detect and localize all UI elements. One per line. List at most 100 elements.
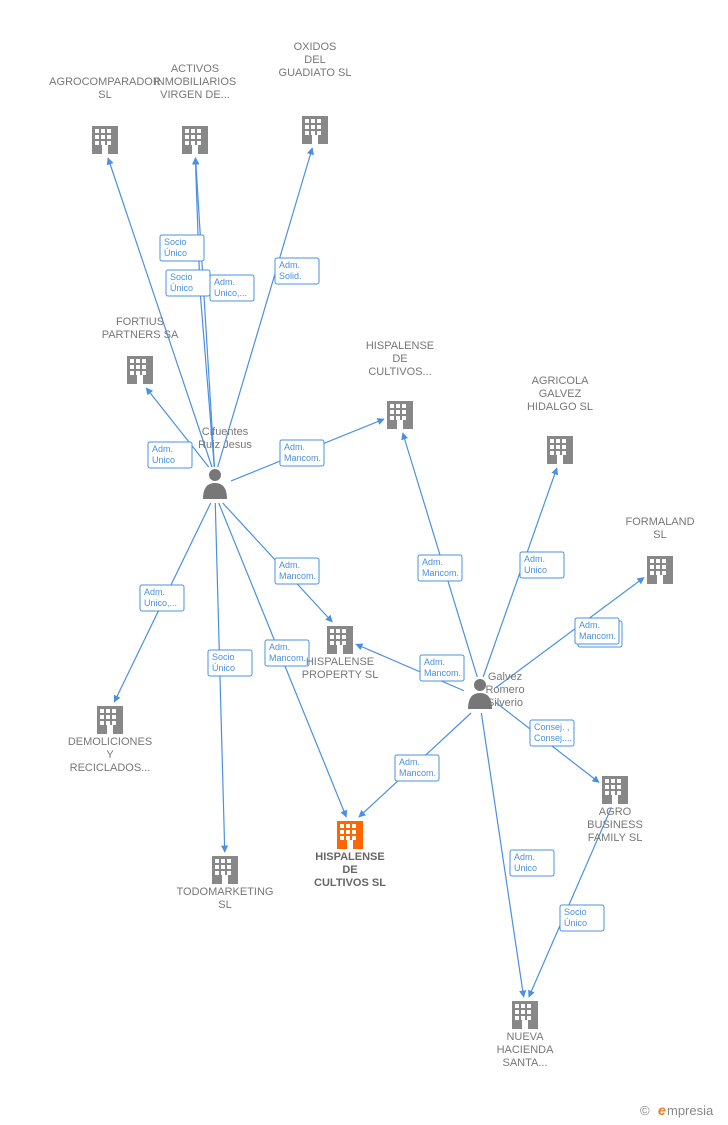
svg-text:Adm.: Adm.	[279, 560, 300, 570]
building-icon	[92, 126, 118, 154]
edge-label-galvez-agro_business: Consej. ,Consej....	[530, 720, 574, 746]
edge-label-cifuentes-agrocomparador: SocioÚnico	[160, 235, 204, 261]
building-icon	[327, 626, 353, 654]
svg-text:Unico: Unico	[152, 455, 175, 465]
edge-label-cifuentes-hispalense_main: Adm.Mancom.	[265, 640, 309, 666]
node-label: OXIDOS	[294, 41, 337, 53]
node-cifuentes[interactable]: CifuentesRuiz Jesus	[198, 426, 252, 499]
edge-label-galvez-formaland: Adm.Mancom.	[575, 618, 622, 647]
brand-text: mpresia	[667, 1103, 714, 1118]
edge-cifuentes-to-oxidos	[218, 148, 313, 467]
node-label: FORMALAND	[625, 516, 694, 528]
building-icon	[302, 116, 328, 144]
svg-text:Socio: Socio	[564, 907, 587, 917]
brand-e: e	[658, 1102, 666, 1118]
node-label: BUSINESS	[587, 819, 643, 831]
edge-label-galvez-hispalense_property: Adm.Mancom.	[420, 655, 464, 681]
edge-label-cifuentes-oxidos: Adm.Solid.	[275, 258, 319, 284]
node-demoliciones[interactable]: DEMOLICIONESYRECICLADOS...	[68, 706, 152, 774]
node-agricola[interactable]: AGRICOLAGALVEZHIDALGO SL	[527, 375, 593, 464]
node-label: PROPERTY SL	[302, 669, 379, 681]
node-label: HACIENDA	[497, 1044, 555, 1056]
node-nueva_hacienda[interactable]: NUEVAHACIENDASANTA...	[497, 1001, 555, 1069]
node-agrocomparador[interactable]: AGROCOMPARADORSL	[49, 76, 161, 154]
svg-text:Adm.: Adm.	[214, 277, 235, 287]
svg-text:Mancom.: Mancom.	[422, 568, 459, 578]
svg-text:Unico: Unico	[514, 863, 537, 873]
svg-text:Unico: Unico	[524, 565, 547, 575]
node-activos[interactable]: ACTIVOSINMOBILIARIOSVIRGEN DE...	[154, 63, 237, 154]
svg-text:Socio: Socio	[212, 652, 235, 662]
node-label: HISPALENSE	[306, 656, 374, 668]
person-icon	[203, 469, 227, 499]
node-agro_business[interactable]: AGROBUSINESSFAMILY SL	[587, 776, 643, 844]
building-icon	[127, 356, 153, 384]
node-label: SL	[98, 89, 111, 101]
svg-text:Mancom.: Mancom.	[284, 453, 321, 463]
svg-text:Adm.: Adm.	[269, 642, 290, 652]
node-label: NUEVA	[506, 1031, 544, 1043]
svg-text:Único: Único	[170, 283, 193, 293]
svg-text:Mancom.: Mancom.	[399, 768, 436, 778]
edge-label-galvez-hispalense_cultivos_top: Adm.Mancom.	[418, 555, 462, 581]
node-label: INMOBILIARIOS	[154, 76, 237, 88]
node-label: Y	[106, 749, 114, 761]
node-label: SL	[218, 899, 231, 911]
node-label: DE	[342, 864, 357, 876]
node-label: AGROCOMPARADOR	[49, 76, 161, 88]
svg-text:Unico,...: Unico,...	[214, 288, 247, 298]
edge-label-cifuentes-activos: SocioÚnico	[166, 270, 210, 296]
node-label: RECICLADOS...	[70, 762, 151, 774]
edge-label-cifuentes-fortius: Adm.Unico	[148, 442, 192, 468]
node-label: CULTIVOS SL	[314, 877, 386, 889]
edge-label-galvez-nueva_hacienda: Adm.Unico	[510, 850, 554, 876]
building-icon	[647, 556, 673, 584]
svg-text:Adm.: Adm.	[514, 852, 535, 862]
node-todomarketing[interactable]: TODOMARKETINGSL	[177, 856, 274, 911]
svg-text:Unico,...: Unico,...	[144, 598, 177, 608]
svg-text:Adm.: Adm.	[152, 444, 173, 454]
svg-text:Adm.: Adm.	[579, 620, 600, 630]
node-label: DEMOLICIONES	[68, 736, 152, 748]
node-hispalense_main[interactable]: HISPALENSEDECULTIVOS SL	[314, 821, 386, 889]
node-label: SL	[653, 529, 666, 541]
svg-text:Adm.: Adm.	[279, 260, 300, 270]
node-label: AGRO	[599, 806, 632, 818]
node-label: GALVEZ	[539, 388, 582, 400]
network-diagram: SocioÚnicoSocioÚnicoAdm.Unico,...Adm.Sol…	[0, 0, 728, 1125]
node-hispalense_property[interactable]: HISPALENSEPROPERTY SL	[302, 626, 379, 681]
svg-text:Adm.: Adm.	[424, 657, 445, 667]
node-label: TODOMARKETING	[177, 886, 274, 898]
node-fortius[interactable]: FORTIUSPARTNERS SA	[102, 316, 179, 384]
node-label: ACTIVOS	[171, 63, 219, 75]
building-icon	[97, 706, 123, 734]
building-icon	[182, 126, 208, 154]
edge-label-cifuentes-hispalense_cultivos_top: Adm.Mancom.	[280, 440, 324, 466]
node-label: FORTIUS	[116, 316, 164, 328]
svg-text:Consej. ,: Consej. ,	[534, 722, 570, 732]
node-label: HISPALENSE	[315, 851, 384, 863]
node-label: DE	[392, 353, 407, 365]
building-icon	[387, 401, 413, 429]
node-label: PARTNERS SA	[102, 329, 179, 341]
node-oxidos[interactable]: OXIDOSDELGUADIATO SL	[279, 41, 352, 144]
building-icon	[602, 776, 628, 804]
svg-text:Único: Único	[564, 918, 587, 928]
svg-text:Adm.: Adm.	[422, 557, 443, 567]
node-label: Silverio	[487, 697, 523, 709]
node-label: CULTIVOS...	[368, 366, 431, 378]
building-icon	[512, 1001, 538, 1029]
edge-label-cifuentes-demoliciones: Adm.Unico,...	[140, 585, 184, 611]
node-label: DEL	[304, 54, 325, 66]
svg-text:Mancom.: Mancom.	[269, 653, 306, 663]
edge-label-cifuentes-hispalense_property: Adm.Mancom.	[275, 558, 319, 584]
svg-text:Consej....: Consej....	[534, 733, 572, 743]
building-icon	[337, 821, 363, 849]
node-galvez[interactable]: GalvezRomeroSilverio	[468, 671, 525, 709]
svg-text:Socio: Socio	[170, 272, 193, 282]
svg-text:Adm.: Adm.	[399, 757, 420, 767]
node-label: VIRGEN DE...	[160, 89, 230, 101]
node-hispalense_cultivos_top[interactable]: HISPALENSEDECULTIVOS...	[366, 340, 434, 429]
node-formaland[interactable]: FORMALANDSL	[625, 516, 694, 584]
svg-text:Mancom.: Mancom.	[579, 631, 616, 641]
